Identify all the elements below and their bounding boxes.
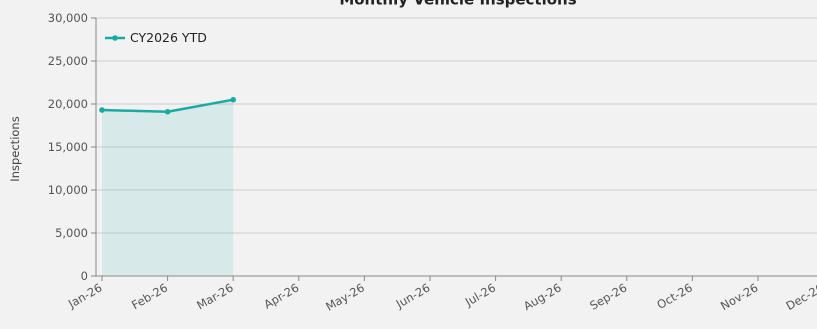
y-tick-label: 5,000: [55, 226, 88, 240]
y-axis-label: Inspections: [8, 116, 22, 181]
legend: CY2026 YTD: [105, 30, 207, 45]
series-area: [102, 99, 234, 276]
x-tick-label: Jan-26: [65, 280, 104, 311]
y-tick-label: 15,000: [48, 140, 88, 154]
legend-label: CY2026 YTD: [130, 30, 207, 45]
x-tick-label: Oct-26: [654, 280, 694, 311]
y-tick-label: 30,000: [48, 11, 88, 25]
x-tick-label: May-26: [323, 280, 367, 313]
chart-title: Monthly Vehicle Inspections: [339, 0, 576, 9]
legend-swatch-marker: [112, 35, 118, 41]
y-tick-label: 0: [81, 269, 88, 283]
x-tick-label: Sep-26: [587, 280, 629, 312]
x-tick-label: Jun-26: [393, 280, 433, 311]
x-tick-label: Apr-26: [261, 280, 301, 311]
area-fill: [102, 99, 234, 276]
y-tick-label: 10,000: [48, 183, 88, 197]
x-tick-label: Jul-26: [462, 280, 498, 309]
x-tick-label: Feb-26: [129, 280, 170, 312]
data-point: [230, 96, 236, 103]
y-tick-label: 25,000: [48, 54, 88, 68]
data-point: [99, 107, 105, 113]
x-tick-label: Aug-26: [521, 280, 564, 313]
series: [99, 96, 236, 115]
x-axis-ticks: Jan-26 Feb-26 Mar-26 Apr-26 May-26 Jun-26 Jul-…: [65, 276, 817, 314]
x-tick-label: Mar-26: [194, 280, 235, 312]
y-axis-ticks: 0 5,000 10,000 15,000 20,000 25,000 30,000: [48, 11, 96, 283]
y-tick-label: 20,000: [48, 97, 88, 111]
data-point: [164, 108, 171, 115]
x-tick-label: Nov-26: [718, 280, 760, 313]
x-tick-label: Dec-26: [784, 280, 817, 313]
